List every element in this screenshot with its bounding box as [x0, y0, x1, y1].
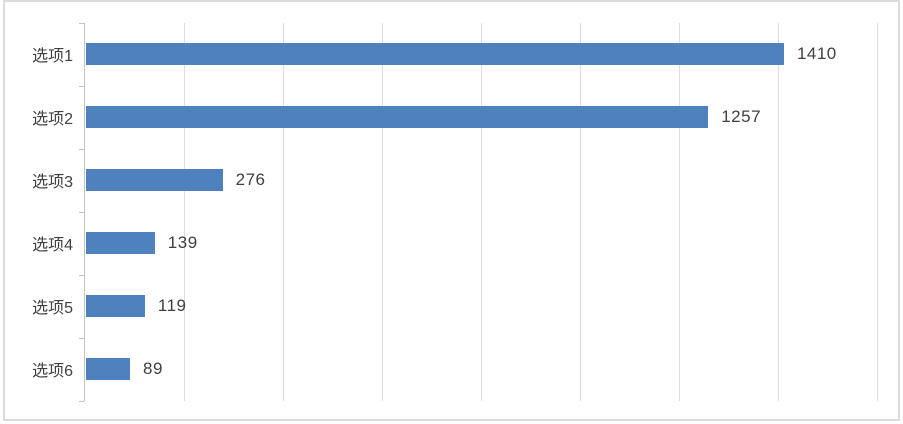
category-axis-line — [84, 23, 85, 401]
vertical-gridline — [877, 23, 878, 401]
bar-选项2 — [86, 105, 709, 128]
vertical-gridline — [382, 23, 383, 401]
category-label: 选项3 — [32, 173, 73, 191]
bar-选项3 — [86, 168, 223, 191]
bar-选项4 — [86, 231, 155, 254]
vertical-gridline — [184, 23, 185, 401]
bar-选项5 — [86, 294, 145, 317]
category-label: 选项2 — [32, 110, 73, 128]
vertical-gridline — [481, 23, 482, 401]
value-label: 1410 — [796, 43, 837, 63]
category-label: 选项4 — [32, 236, 73, 254]
axis-tick — [79, 212, 84, 213]
category-label: 选项6 — [32, 362, 73, 380]
value-label: 89 — [143, 358, 163, 378]
axis-tick — [79, 149, 84, 150]
value-label: 1257 — [721, 106, 762, 126]
axis-tick — [79, 86, 84, 87]
plot-area: 1410 1257 276 139 119 89 — [79, 23, 878, 402]
category-label: 选项5 — [32, 299, 73, 317]
axis-tick — [79, 338, 84, 339]
vertical-gridline — [778, 23, 779, 401]
vertical-gridline — [679, 23, 680, 401]
axis-tick — [79, 23, 84, 24]
value-label: 119 — [157, 295, 187, 315]
axis-tick — [79, 401, 84, 402]
vertical-gridline — [283, 23, 284, 401]
bar-选项6 — [86, 357, 131, 380]
value-label: 276 — [235, 169, 266, 189]
value-label: 139 — [167, 232, 198, 252]
vertical-gridline — [580, 23, 581, 401]
axis-tick — [79, 275, 84, 276]
category-label: 选项1 — [32, 47, 73, 65]
bar-选项1 — [86, 42, 784, 65]
